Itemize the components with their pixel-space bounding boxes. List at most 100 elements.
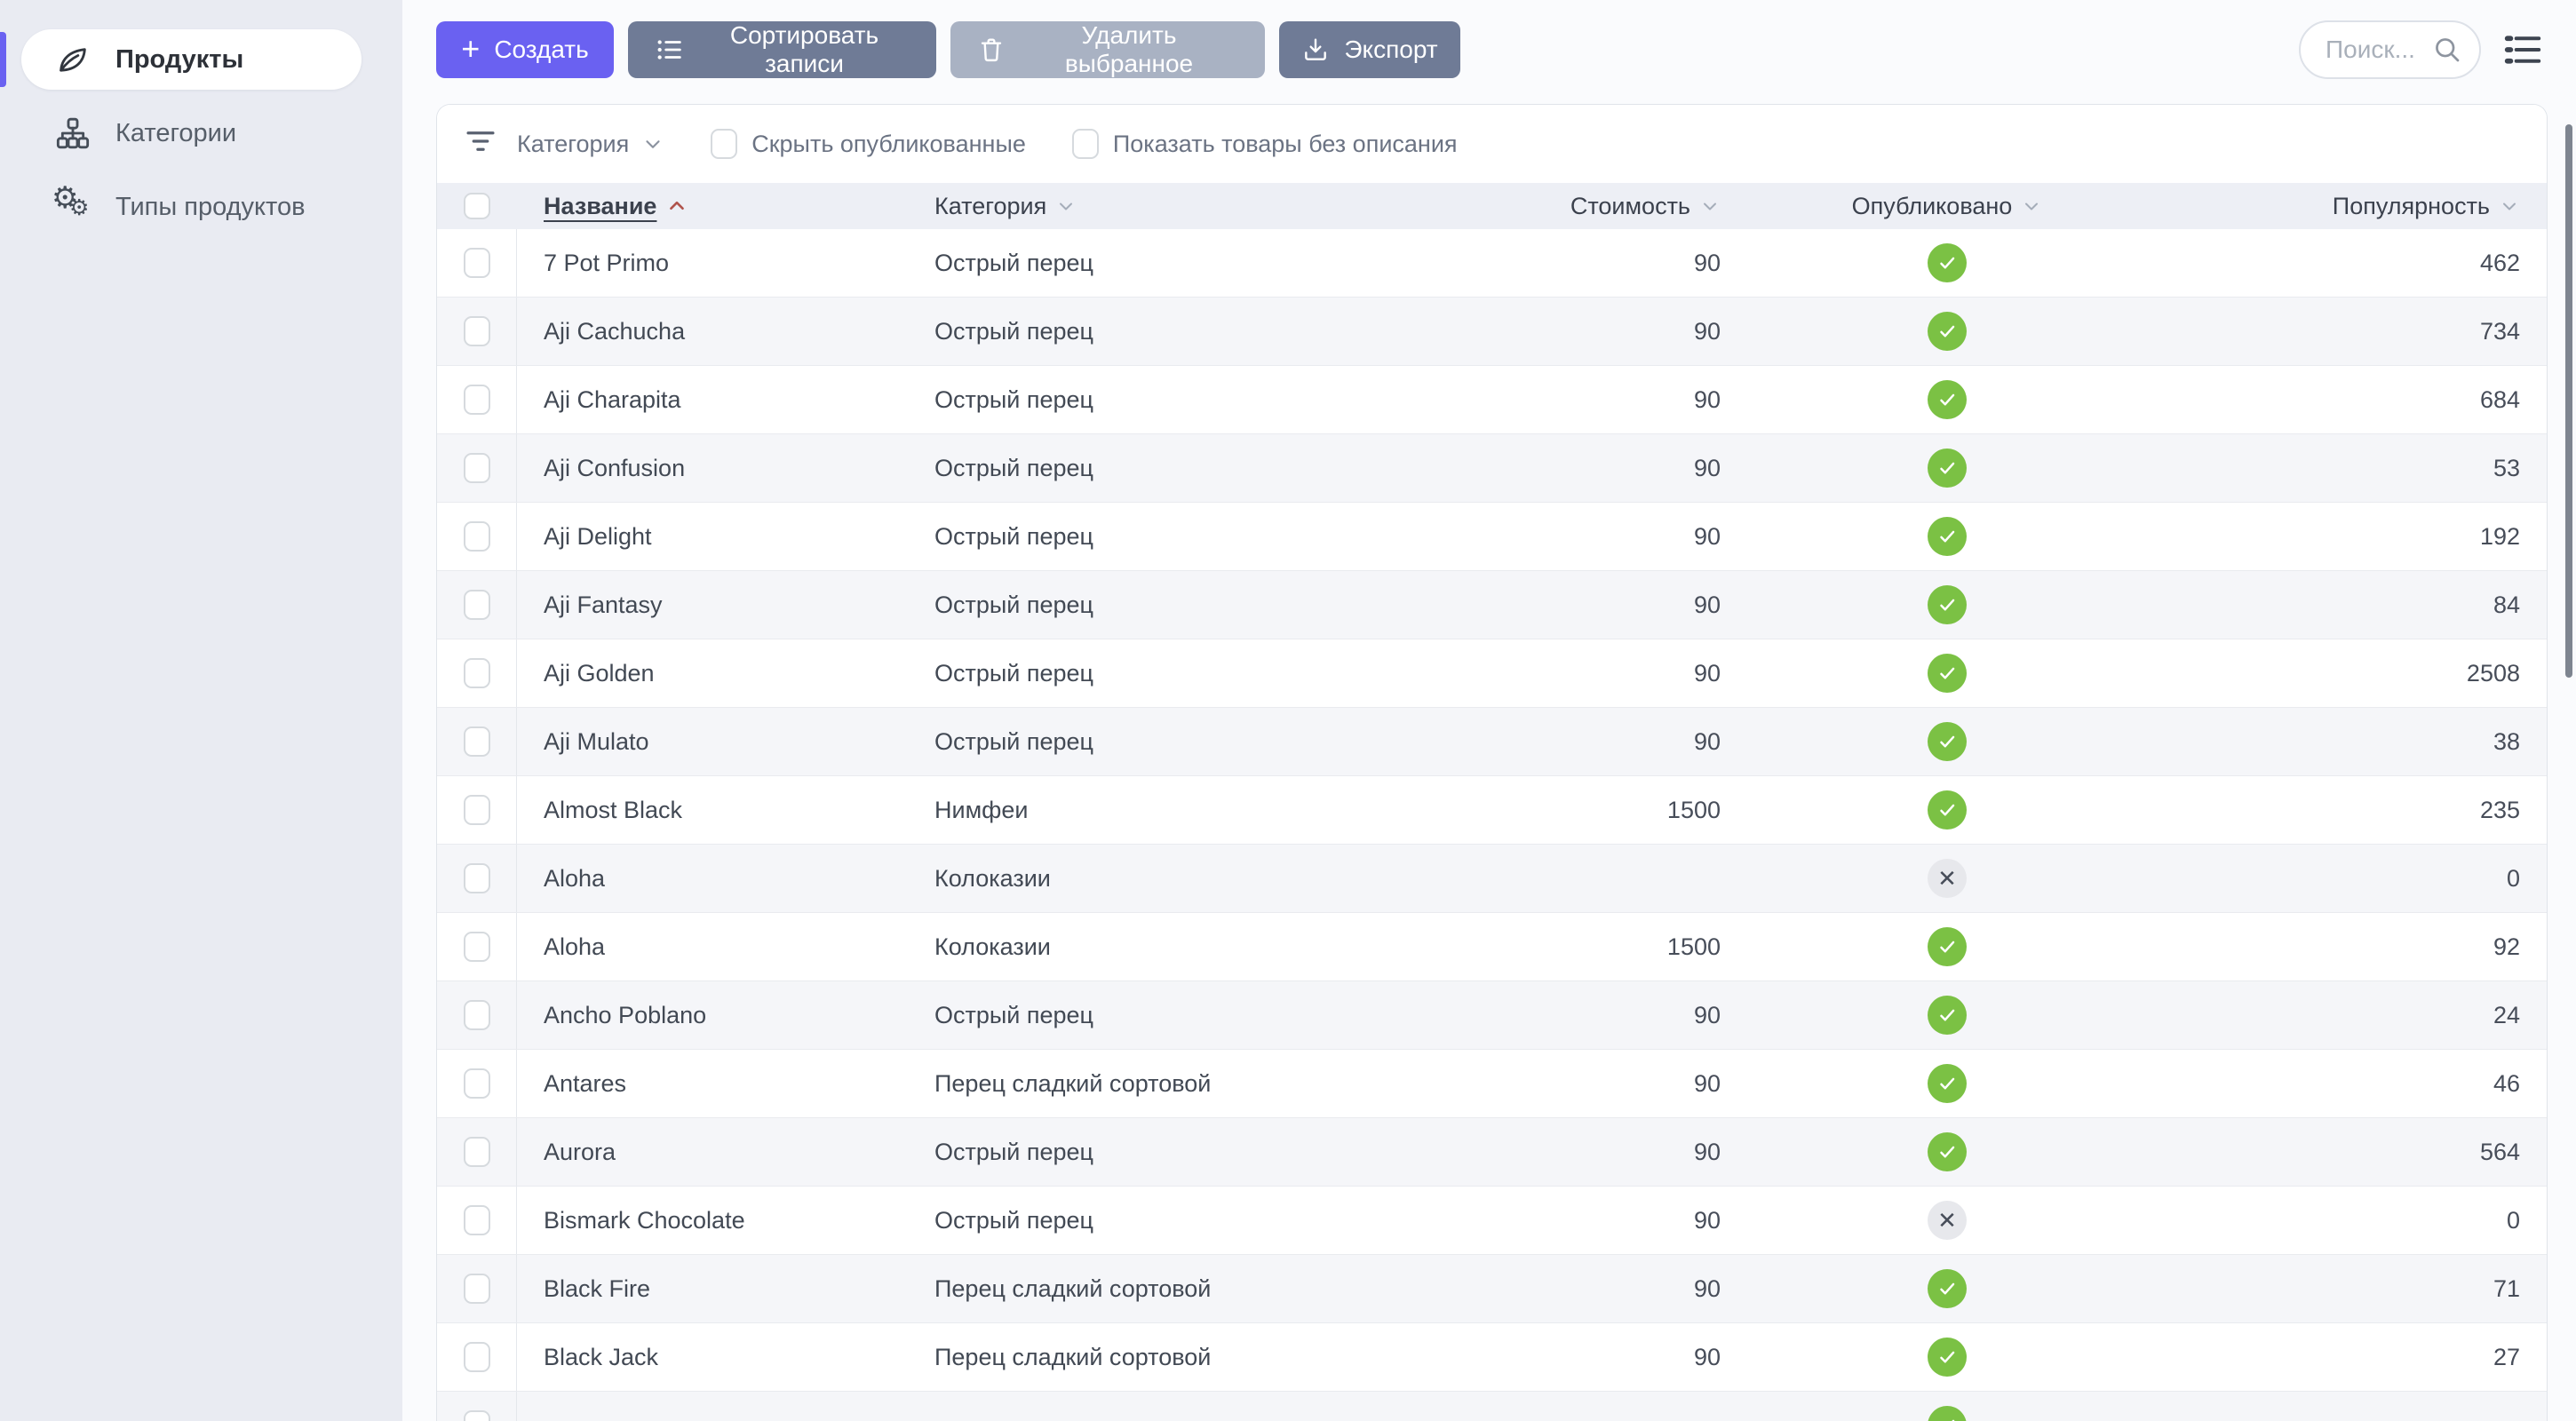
- product-category-cell[interactable]: Нимфеи: [934, 796, 1029, 823]
- column-header-popularity[interactable]: Популярность: [2151, 193, 2547, 220]
- product-category-cell[interactable]: Острый перец: [934, 659, 1094, 687]
- sort-records-button[interactable]: Сортировать записи: [628, 21, 936, 78]
- product-name-cell[interactable]: Aji Cachucha: [544, 317, 686, 345]
- product-published-cell[interactable]: [1743, 585, 2151, 624]
- row-checkbox[interactable]: [463, 316, 490, 346]
- row-checkbox[interactable]: [463, 1000, 490, 1030]
- row-checkbox[interactable]: [463, 863, 490, 893]
- product-name-cell[interactable]: Black Jack: [544, 1343, 659, 1370]
- row-checkbox[interactable]: [463, 248, 490, 278]
- product-category-cell[interactable]: Перец сладкий сортовой: [934, 1343, 1212, 1370]
- product-category-cell[interactable]: Острый перец: [934, 727, 1094, 755]
- column-header-category[interactable]: Категория: [908, 193, 1485, 220]
- product-name-cell[interactable]: 7 Pot Primo: [544, 249, 670, 276]
- product-published-cell[interactable]: [1743, 312, 2151, 351]
- product-category-cell[interactable]: Острый перец: [934, 317, 1094, 345]
- product-published-cell[interactable]: ✕: [1743, 859, 2151, 898]
- row-checkbox[interactable]: [463, 658, 490, 688]
- product-name-cell[interactable]: Aji Delight: [544, 522, 652, 550]
- product-name-cell[interactable]: Aloha: [544, 864, 606, 892]
- leaf-icon: [53, 40, 92, 79]
- row-checkbox[interactable]: [463, 1274, 490, 1304]
- sidebar-item-categories[interactable]: Категории: [21, 103, 362, 163]
- show-no-description-filter[interactable]: Показать товары без описания: [1071, 129, 1458, 159]
- view-options-button[interactable]: [2503, 32, 2542, 67]
- product-name-cell[interactable]: Aji Mulato: [544, 727, 649, 755]
- select-all-checkbox[interactable]: [464, 193, 490, 219]
- category-filter-dropdown[interactable]: Категория: [517, 131, 664, 158]
- search-icon: [2431, 34, 2463, 70]
- product-name-cell[interactable]: Aji Golden: [544, 659, 655, 687]
- product-published-cell[interactable]: [1743, 654, 2151, 693]
- row-checkbox[interactable]: [463, 1068, 490, 1099]
- product-category-cell[interactable]: Перец сладкий сортовой: [934, 1069, 1212, 1097]
- product-published-cell[interactable]: [1743, 1338, 2151, 1377]
- row-checkbox[interactable]: [463, 1342, 490, 1372]
- row-checkbox[interactable]: [463, 795, 490, 825]
- product-category-cell[interactable]: Острый перец: [934, 385, 1094, 413]
- table-row: Black Jack Перец сладкий сортовой 90 27: [437, 1323, 2547, 1392]
- product-name-cell[interactable]: Aji Charapita: [544, 385, 681, 413]
- product-category-cell[interactable]: Острый перец: [934, 591, 1094, 618]
- search-input[interactable]: [2299, 20, 2481, 79]
- product-published-cell[interactable]: [1743, 380, 2151, 419]
- product-category-cell[interactable]: Колоказии: [934, 933, 1051, 960]
- hide-published-checkbox[interactable]: [711, 129, 738, 159]
- vertical-scrollbar-thumb[interactable]: [2565, 124, 2572, 678]
- product-name-cell[interactable]: Aji Fantasy: [544, 591, 663, 618]
- unpublished-x-icon: ✕: [1928, 859, 1967, 898]
- product-published-cell[interactable]: [1743, 1406, 2151, 1421]
- product-name-cell[interactable]: Aloha: [544, 933, 606, 960]
- product-category-cell[interactable]: Острый перец: [934, 1138, 1094, 1165]
- product-category-cell[interactable]: Острый перец: [934, 1001, 1094, 1028]
- product-category-cell[interactable]: Острый перец: [934, 522, 1094, 550]
- product-name-cell[interactable]: Aji Confusion: [544, 454, 686, 481]
- row-checkbox[interactable]: [463, 726, 490, 757]
- product-name-cell[interactable]: Aurora: [544, 1138, 616, 1165]
- product-category-cell[interactable]: Колоказии: [934, 864, 1051, 892]
- show-no-description-checkbox[interactable]: [1071, 129, 1099, 159]
- product-published-cell[interactable]: [1743, 243, 2151, 282]
- create-button[interactable]: + Создать: [436, 21, 614, 78]
- column-header-published[interactable]: Опубликовано: [1743, 193, 2151, 220]
- hide-published-filter[interactable]: Скрыть опубликованные: [711, 129, 1026, 159]
- sidebar-item-products[interactable]: Продукты: [21, 29, 362, 90]
- row-checkbox[interactable]: [463, 1205, 490, 1235]
- product-category-cell[interactable]: Острый перец: [934, 249, 1094, 276]
- product-name-cell[interactable]: Antares: [544, 1069, 627, 1097]
- product-category-cell[interactable]: Острый перец: [934, 454, 1094, 481]
- product-published-cell[interactable]: [1743, 722, 2151, 761]
- product-category-cell[interactable]: Перец сладкий сортовой: [934, 1274, 1212, 1302]
- product-published-cell[interactable]: ✕: [1743, 1201, 2151, 1240]
- product-published-cell[interactable]: [1743, 790, 2151, 830]
- row-checkbox[interactable]: [463, 932, 490, 962]
- product-published-cell[interactable]: [1743, 1064, 2151, 1103]
- row-checkbox[interactable]: [463, 385, 490, 415]
- product-name-cell[interactable]: Ancho Poblano: [544, 1001, 707, 1028]
- product-published-cell[interactable]: [1743, 449, 2151, 488]
- delete-selected-button-label: Удалить выбранное: [1064, 21, 1194, 77]
- row-checkbox[interactable]: [463, 521, 490, 552]
- product-published-cell[interactable]: [1743, 996, 2151, 1035]
- product-name-cell[interactable]: Almost Black: [544, 796, 683, 823]
- export-button[interactable]: Экспорт: [1279, 21, 1460, 78]
- row-checkbox-cell: [437, 913, 517, 980]
- product-name-cell[interactable]: Black Fire: [544, 1274, 651, 1302]
- product-published-cell[interactable]: [1743, 1132, 2151, 1171]
- product-published-cell[interactable]: [1743, 927, 2151, 966]
- column-header-name[interactable]: Название: [517, 193, 908, 220]
- product-category-cell[interactable]: Острый перец: [934, 1206, 1094, 1234]
- product-name-cell[interactable]: Bismark Chocolate: [544, 1206, 745, 1234]
- sidebar-item-product-types[interactable]: ⚙ ⚙ Типы продуктов: [21, 177, 362, 237]
- product-published-cell[interactable]: [1743, 517, 2151, 556]
- column-header-price[interactable]: Стоимость: [1485, 193, 1743, 220]
- row-checkbox[interactable]: [463, 453, 490, 483]
- row-checkbox[interactable]: [463, 1137, 490, 1167]
- product-published-cell[interactable]: [1743, 1269, 2151, 1308]
- row-checkbox[interactable]: [463, 1410, 490, 1421]
- table-row: [437, 1392, 2547, 1421]
- row-checkbox-cell: [437, 1050, 517, 1117]
- product-price-cell: 90: [1693, 385, 1721, 413]
- row-checkbox[interactable]: [463, 590, 490, 620]
- delete-selected-button[interactable]: Удалить выбранное: [950, 21, 1265, 78]
